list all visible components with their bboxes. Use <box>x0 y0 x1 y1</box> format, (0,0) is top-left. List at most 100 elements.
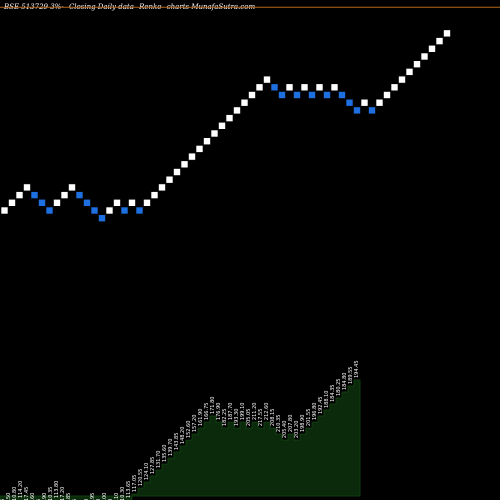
volume-label: 187.70 <box>228 403 234 421</box>
volume-label: 107.00 <box>102 493 108 500</box>
down-brick <box>338 91 346 99</box>
up-brick <box>233 106 241 115</box>
up-brick <box>173 168 181 176</box>
up-brick <box>180 160 189 169</box>
volume-label: 210.35 <box>276 415 282 433</box>
up-brick <box>255 83 264 92</box>
up-brick <box>375 98 384 107</box>
volume-label: 199.10 <box>240 403 246 421</box>
volume-label: 124.10 <box>144 463 150 481</box>
down-brick <box>270 83 279 92</box>
volume-label: 161.90 <box>198 409 204 427</box>
volume-label: 104.35 <box>0 499 6 500</box>
up-brick <box>330 83 339 92</box>
volume-label: 192.45 <box>318 397 324 415</box>
volume-label: 110.20 <box>96 499 102 500</box>
volume-label: 194.45 <box>354 361 360 379</box>
volume-label: 127.85 <box>150 457 156 475</box>
volume-label: 143.85 <box>174 433 180 451</box>
up-brick <box>203 137 211 146</box>
volume-label: 110.45 <box>72 499 78 500</box>
volume-label: 106.90 <box>42 493 48 500</box>
volume-label: 184.80 <box>342 373 348 391</box>
up-brick <box>218 121 226 130</box>
up-brick <box>383 91 391 99</box>
volume-area <box>0 379 361 500</box>
volume-label: 211.20 <box>252 403 258 421</box>
volume-label: 107.10 <box>114 493 120 500</box>
volume-label: 117.45 <box>24 487 30 500</box>
volume-label: 106.95 <box>90 493 96 500</box>
down-brick <box>45 206 54 215</box>
volume-label: 166.75 <box>204 403 210 421</box>
volume-label: 205.05 <box>246 409 252 427</box>
up-brick <box>248 91 256 99</box>
up-brick <box>165 175 174 184</box>
volume-label: 201.55 <box>306 409 312 427</box>
up-brick <box>105 206 114 215</box>
down-brick <box>293 91 301 99</box>
volume-label: 131.70 <box>156 451 162 469</box>
up-brick <box>428 44 436 53</box>
reference-lines <box>0 6 500 8</box>
volume-label: 113.80 <box>54 481 60 499</box>
volume-label: 148.20 <box>180 427 186 445</box>
down-brick <box>98 214 106 222</box>
up-brick <box>188 152 196 161</box>
volume-label: 110.30 <box>120 487 126 500</box>
down-brick <box>90 206 99 215</box>
up-brick <box>263 75 271 84</box>
up-brick <box>0 206 9 215</box>
volume-label: 157.20 <box>192 415 198 433</box>
volume-label: 113.60 <box>30 493 36 500</box>
volume-label: 208.15 <box>270 409 276 427</box>
volume-label: 113.85 <box>66 493 72 500</box>
up-brick <box>53 198 61 207</box>
up-brick <box>210 129 219 138</box>
down-brick <box>345 98 354 107</box>
volume-label: 188.10 <box>324 391 330 409</box>
volume-label: 176.90 <box>216 403 222 421</box>
down-brick <box>135 206 144 215</box>
volume-area-shape <box>0 379 361 500</box>
down-brick <box>323 91 331 99</box>
up-brick <box>435 37 444 45</box>
volume-label: 217.55 <box>258 409 264 427</box>
volume-label: 110.40 <box>108 499 114 500</box>
up-brick <box>113 198 121 207</box>
volume-label: 207.80 <box>288 415 294 433</box>
volume-label: 212.60 <box>264 403 270 421</box>
renko-bricks <box>0 29 451 222</box>
volume-label: 171.80 <box>210 397 216 415</box>
volume-label: 205.40 <box>282 421 288 439</box>
up-brick <box>225 114 234 122</box>
down-brick <box>278 91 286 99</box>
volume-label: 110.25 <box>36 499 42 500</box>
volume-label: 193.30 <box>234 409 240 427</box>
up-brick <box>15 191 24 199</box>
up-brick <box>405 68 414 76</box>
volume-label: 135.60 <box>162 445 168 463</box>
down-brick <box>368 106 376 115</box>
up-brick <box>390 83 399 92</box>
up-brick <box>420 52 429 61</box>
down-brick <box>30 191 39 199</box>
volume-label: 139.70 <box>168 439 174 457</box>
up-brick <box>158 183 166 192</box>
volume-label: 182.25 <box>222 409 228 427</box>
up-brick <box>8 198 16 207</box>
volume-label: 110.80 <box>12 487 18 500</box>
volume-label: 184.35 <box>330 385 336 403</box>
volume-labels: 104.35107.50110.80114.20117.45113.60110.… <box>0 361 360 500</box>
down-brick <box>38 198 46 207</box>
up-brick <box>60 191 69 199</box>
volume-label: 117.05 <box>132 475 138 493</box>
up-brick <box>443 29 451 38</box>
up-brick <box>150 191 159 199</box>
up-brick <box>128 198 136 207</box>
volume-label: 196.80 <box>312 403 318 421</box>
down-brick <box>308 91 316 99</box>
down-brick <box>120 206 129 215</box>
